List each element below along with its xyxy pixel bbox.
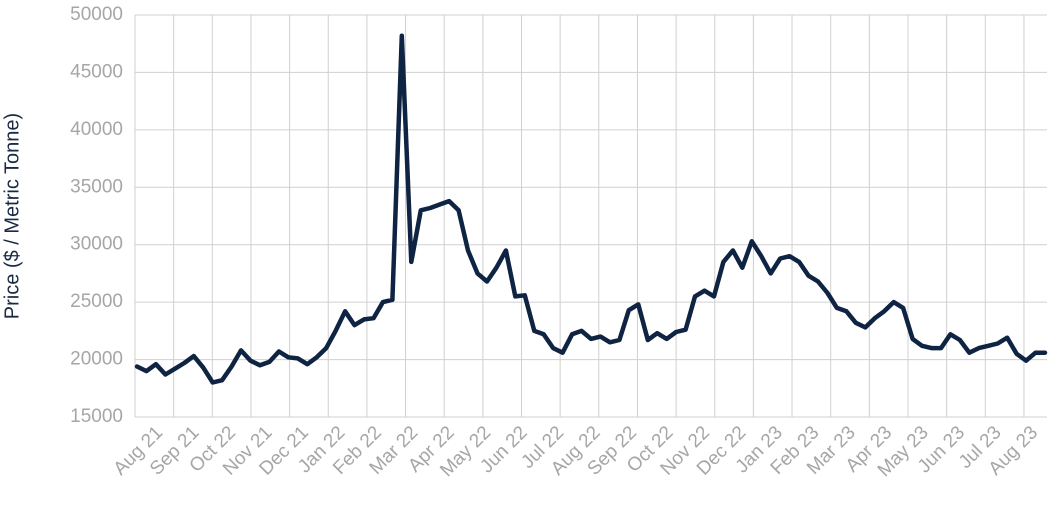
y-tick-label: 50000 [70,4,123,25]
y-tick-label: 25000 [70,291,123,312]
y-tick-label: 35000 [70,176,123,197]
y-tick-label: 30000 [70,234,123,255]
y-tick-label: 40000 [70,119,123,140]
y-tick-label: 45000 [70,61,123,82]
y-tick-label: 15000 [70,406,123,427]
y-tick-label: 20000 [70,349,123,370]
price-line [134,33,1048,385]
y-axis-label: Price ($ / Metric Tonne) [1,113,23,319]
